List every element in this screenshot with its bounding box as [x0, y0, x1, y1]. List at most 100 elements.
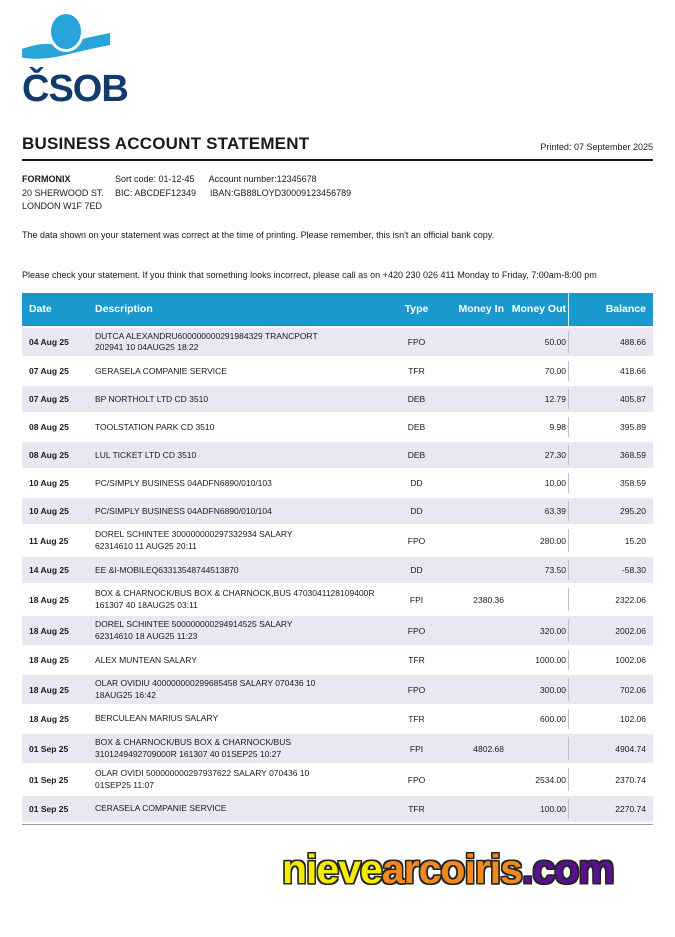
- balance-cell: 488.66: [568, 330, 653, 354]
- description-cell: DUTCA ALEXANDRU600000000291984329 TRANCP…: [95, 330, 318, 352]
- money-out-cell: 280.00: [540, 535, 566, 546]
- table-row: 08 Aug 25 LUL TICKET LTD CD 3510 DEB 27.…: [22, 442, 653, 469]
- description-cell: BOX & CHARNOCK/BUS BOX & CHARNOCK,BUS 47…: [95, 588, 375, 610]
- money-in-cell: 2380.36: [473, 594, 504, 605]
- type-cell: FPO: [407, 535, 426, 546]
- table-row: 07 Aug 25 GERASELA COMPANIE SERVICE TFR …: [22, 358, 653, 384]
- type-cell: TFR: [408, 714, 425, 725]
- account-numbers-row-1: Sort code: 01-12-45 Account number:123456…: [115, 173, 365, 187]
- transactions-table: Date Description Type Money In Money Out…: [22, 292, 653, 826]
- contact-note: Please check your statement. If you thin…: [22, 269, 597, 280]
- table-row: 07 Aug 25 BP NORTHOLT LTD CD 3510 DEB 12…: [22, 386, 653, 413]
- table-row: 18 Aug 25 DOREL SCHINTEE 500000000294914…: [22, 616, 653, 646]
- date-cell: 07 Aug 25: [29, 394, 69, 405]
- description-cell: BP NORTHOLT LTD CD 3510: [95, 393, 209, 404]
- money-out-cell: 12.79: [544, 394, 566, 405]
- money-out-cell: 10.00: [544, 478, 566, 489]
- table-row: 14 Aug 25 EE &I-MOBILEQ63313548744513870…: [22, 557, 653, 584]
- table-row: 04 Aug 25 DUTCA ALEXANDRU600000000291984…: [22, 327, 653, 357]
- type-cell: DD: [410, 478, 423, 489]
- date-cell: 18 Aug 25: [29, 655, 69, 666]
- money-out-cell: 50.00: [544, 336, 566, 347]
- account-number: Account number:12345678: [208, 174, 317, 184]
- date-cell: 14 Aug 25: [29, 565, 69, 576]
- table-row: 01 Sep 25 CERASELA COMPANIE SERVICE TFR …: [22, 796, 653, 823]
- account-numbers-row-2: BIC: ABCDEF12349 IBAN:GB88LOYD30009123456…: [115, 187, 365, 201]
- balance-cell: 295.20: [568, 501, 653, 522]
- statement-page: ČSOB BUSINESS ACCOUNT STATEMENT Printed:…: [22, 12, 653, 892]
- money-out-cell: 63.39: [544, 506, 566, 517]
- description-cell: BOX & CHARNOCK/BUS BOX & CHARNOCK/BUS 31…: [95, 737, 292, 759]
- money-out-cell: 27.30: [544, 450, 566, 461]
- description-cell: DOREL SCHINTEE 500000000294914525 SALARY…: [95, 619, 293, 641]
- type-cell: FPO: [407, 625, 426, 636]
- money-out-cell: 100.00: [540, 804, 566, 815]
- date-cell: 18 Aug 25: [29, 594, 69, 605]
- table-row: 10 Aug 25 PC/SIMPLY BUSINESS 04ADFN6890/…: [22, 498, 653, 525]
- balance-cell: 2370.74: [568, 768, 653, 792]
- printed-date: Printed: 07 September 2025: [540, 142, 653, 152]
- column-header-date: Date: [29, 303, 52, 315]
- description-cell: LUL TICKET LTD CD 3510: [95, 449, 197, 460]
- balance-cell: 358.59: [568, 473, 653, 494]
- description-cell: BERCULEAN MARIUS SALARY: [95, 713, 219, 724]
- description-cell: OLAR OVIDI 500000000297937622 SALARY 070…: [95, 768, 310, 790]
- date-cell: 10 Aug 25: [29, 506, 69, 517]
- iban: IBAN:GB88LOYD30009123456789: [210, 187, 352, 198]
- page-title: BUSINESS ACCOUNT STATEMENT: [22, 134, 310, 153]
- type-cell: TFR: [408, 655, 425, 666]
- column-header-balance: Balance: [568, 292, 653, 326]
- title-row: BUSINESS ACCOUNT STATEMENT Printed: 07 S…: [22, 134, 653, 161]
- date-cell: 18 Aug 25: [29, 625, 69, 636]
- description-cell: PC/SIMPLY BUSINESS 04ADFN6890/010/104: [95, 505, 272, 516]
- column-header-money-out: Money Out: [511, 303, 566, 315]
- date-cell: 18 Aug 25: [29, 684, 69, 695]
- money-out-cell: 320.00: [540, 625, 566, 636]
- table-row: 18 Aug 25 ALEX MUNTEAN SALARY TFR 1000.0…: [22, 647, 653, 673]
- table-row: 18 Aug 25 OLAR OVIDIU 400000000299685458…: [22, 675, 653, 705]
- date-cell: 08 Aug 25: [29, 450, 69, 461]
- type-cell: DD: [410, 565, 423, 576]
- type-cell: DEB: [407, 450, 426, 461]
- account-info: FORMONIX 20 SHERWOOD ST. LONDON W1F 7ED …: [22, 173, 653, 214]
- type-cell: DEB: [407, 422, 426, 433]
- description-cell: OLAR OVIDIU 400000000299685458 SALARY 07…: [95, 678, 316, 700]
- table-header: Date Description Type Money In Money Out…: [22, 292, 653, 326]
- balance-cell: -58.30: [568, 560, 653, 581]
- balance-cell: 102.06: [568, 709, 653, 730]
- watermark: nievearcoiris.com: [22, 847, 653, 892]
- account-holder: FORMONIX: [22, 174, 71, 184]
- balance-cell: 2322.06: [568, 588, 653, 612]
- balance-cell: 15.20: [568, 529, 653, 553]
- date-cell: 18 Aug 25: [29, 714, 69, 725]
- money-out-cell: 2534.00: [535, 774, 566, 785]
- watermark-part-2: arcoiris: [381, 846, 523, 893]
- date-cell: 08 Aug 25: [29, 422, 69, 433]
- table-row: 01 Sep 25 OLAR OVIDI 500000000297937622 …: [22, 765, 653, 794]
- column-header-description: Description: [95, 302, 153, 315]
- table-row: 10 Aug 25 PC/SIMPLY BUSINESS 04ADFN6890/…: [22, 470, 653, 496]
- balance-cell: 1002.06: [568, 650, 653, 671]
- description-cell: PC/SIMPLY BUSINESS 04ADFN6890/010/103: [95, 477, 272, 488]
- money-out-cell: 70.00: [544, 366, 566, 377]
- description-cell: GERASELA COMPANIE SERVICE: [95, 365, 227, 376]
- account-numbers-block: Sort code: 01-12-45 Account number:123456…: [115, 173, 365, 214]
- date-cell: 10 Aug 25: [29, 478, 69, 489]
- type-cell: FPO: [407, 774, 426, 785]
- money-out-cell: 600.00: [540, 714, 566, 725]
- logo: ČSOB: [22, 12, 653, 108]
- type-cell: FPI: [409, 743, 424, 754]
- description-cell: EE &I-MOBILEQ63313548744513870: [95, 564, 239, 575]
- description-cell: TOOLSTATION PARK CD 3510: [95, 421, 215, 432]
- balance-cell: 2270.74: [568, 799, 653, 820]
- watermark-part-3: .com: [522, 846, 615, 893]
- disclaimer-note: The data shown on your statement was cor…: [22, 229, 495, 240]
- balance-cell: 4904.74: [568, 737, 653, 761]
- type-cell: FPO: [407, 684, 426, 695]
- logo-wordmark: ČSOB: [22, 68, 129, 110]
- money-out-cell: 1000.00: [535, 655, 566, 666]
- table-row: 18 Aug 25 BOX & CHARNOCK/BUS BOX & CHARN…: [22, 585, 653, 614]
- money-in-cell: 4802.68: [473, 743, 504, 754]
- date-cell: 01 Sep 25: [29, 804, 69, 815]
- type-cell: FPI: [409, 594, 424, 605]
